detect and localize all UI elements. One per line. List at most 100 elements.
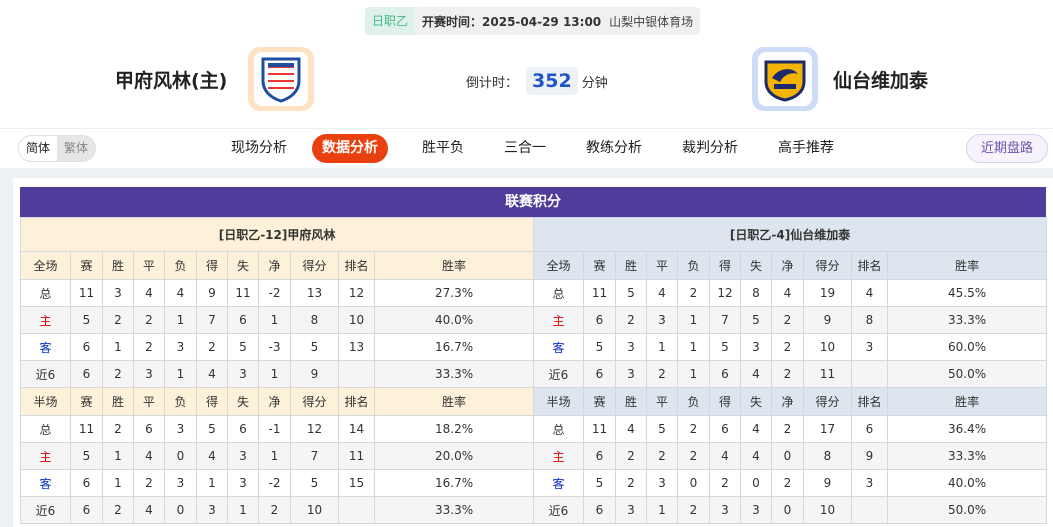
league-badge[interactable]: 日职乙 [365,7,416,35]
column-header: 全场 [533,251,584,280]
table-cell: 3 [646,469,678,497]
column-header: 得 [196,251,228,280]
column-header: 胜 [102,251,134,280]
column-header: 排名 [851,251,888,280]
table-cell: 4 [164,279,197,307]
away-team-name[interactable]: 仙台维加泰 [833,70,929,92]
table-cell: 主 [20,306,71,334]
home-team-logo[interactable] [248,47,314,111]
table-cell: 13 [290,279,339,307]
table-cell: 11 [227,279,259,307]
table-cell: 5 [583,333,616,361]
table-cell: 客 [533,469,584,497]
table-cell: 6 [70,469,103,497]
away-team-logo[interactable] [752,47,818,111]
table-cell: 总 [20,279,71,307]
table-cell: 3 [102,279,134,307]
table-cell: 1 [196,469,228,497]
recent-handicap-button[interactable]: 近期盘路 [966,134,1048,163]
table-cell: 8 [851,306,888,334]
table-cell: 2 [771,306,804,334]
table-cell [851,360,888,388]
column-header: 得分 [803,251,852,280]
tab-win-draw-loss[interactable]: 胜平负 [422,140,464,156]
column-header: 赛 [70,251,103,280]
table-cell: 1 [102,333,134,361]
column-header: 平 [133,251,165,280]
table-cell: 3 [740,496,772,524]
tab-expert-picks[interactable]: 高手推荐 [778,140,834,156]
column-header: 失 [740,251,772,280]
tab-data-analysis[interactable]: 数据分析 [312,134,388,163]
table-cell: 4 [133,279,165,307]
table-row: 主 5 1 4 0 4 3 1 7 11 20.0% [20,442,535,470]
table-cell: 2 [771,469,804,497]
table-cell: 40.0% [886,469,1048,497]
table-cell: 33.3% [886,442,1048,470]
table-cell: 6 [583,306,616,334]
table-cell: 7 [709,306,741,334]
table-cell: 50.0% [886,496,1048,524]
column-header: 胜 [615,387,647,416]
simplified-button[interactable]: 简体 [19,136,58,161]
table-cell: 33.3% [373,496,535,524]
column-header: 净 [771,387,804,416]
table-cell: -3 [258,333,291,361]
table-cell: 4 [196,442,228,470]
table-cell: 2 [771,333,804,361]
table-cell [851,496,888,524]
countdown-value: 352 [526,67,578,95]
column-header: 胜率 [373,387,535,416]
table-cell: 1 [677,333,710,361]
tab-coach-analysis[interactable]: 教练分析 [586,140,642,156]
home-team-name[interactable]: 甲府风林(主) [115,70,228,92]
table-row: 近6 6 3 2 1 6 4 2 11 50.0% [533,360,1048,388]
table-cell: 14 [338,415,375,443]
table-cell: 5 [583,469,616,497]
table-cell: 9 [851,442,888,470]
table-cell: 2 [771,415,804,443]
shield-icon [764,60,806,102]
traditional-button[interactable]: 繁体 [64,141,89,155]
column-header: 净 [258,387,291,416]
table-cell: 2 [646,442,678,470]
table-cell: 3 [615,496,647,524]
table-cell: 3 [851,469,888,497]
language-toggle[interactable]: 简体 繁体 [18,135,97,162]
table-cell: 3 [164,333,197,361]
table-cell: 6 [70,333,103,361]
table-cell: 2 [258,496,291,524]
table-cell: 1 [646,333,678,361]
table-cell: 11 [583,279,616,307]
table-cell: 1 [227,496,259,524]
table-cell: 5 [196,415,228,443]
column-header: 半场 [20,387,71,416]
table-cell: 11 [70,279,103,307]
table-cell: 12 [709,279,741,307]
table-cell: 11 [338,442,375,470]
table-cell: 近6 [20,496,71,524]
table-cell: 3 [227,442,259,470]
table-cell: 5 [709,333,741,361]
table-cell: 总 [533,279,584,307]
column-header: 赛 [70,387,103,416]
table-cell: 2 [615,469,647,497]
table-cell: 6 [709,360,741,388]
shield-icon [261,57,301,103]
countdown-label: 倒计时： [466,75,519,91]
table-cell: 10 [803,496,852,524]
table-cell: 6 [851,415,888,443]
tab-three-in-one[interactable]: 三合一 [504,140,546,156]
table-cell: 2 [677,415,710,443]
table-cell: 4 [196,360,228,388]
column-header: 净 [771,251,804,280]
table-row: 总 11 2 6 3 5 6 -1 12 14 18.2% [20,415,535,443]
tab-live-analysis[interactable]: 现场分析 [231,140,287,156]
table-row: 主 6 2 3 1 7 5 2 9 8 33.3% [533,306,1048,334]
tab-referee-analysis[interactable]: 裁判分析 [682,140,738,156]
table-cell: 3 [227,469,259,497]
column-header: 得 [709,387,741,416]
table-cell: 50.0% [886,360,1048,388]
table-cell: 6 [583,442,616,470]
table-row: 总 11 5 4 2 12 8 4 19 4 45.5% [533,279,1048,307]
